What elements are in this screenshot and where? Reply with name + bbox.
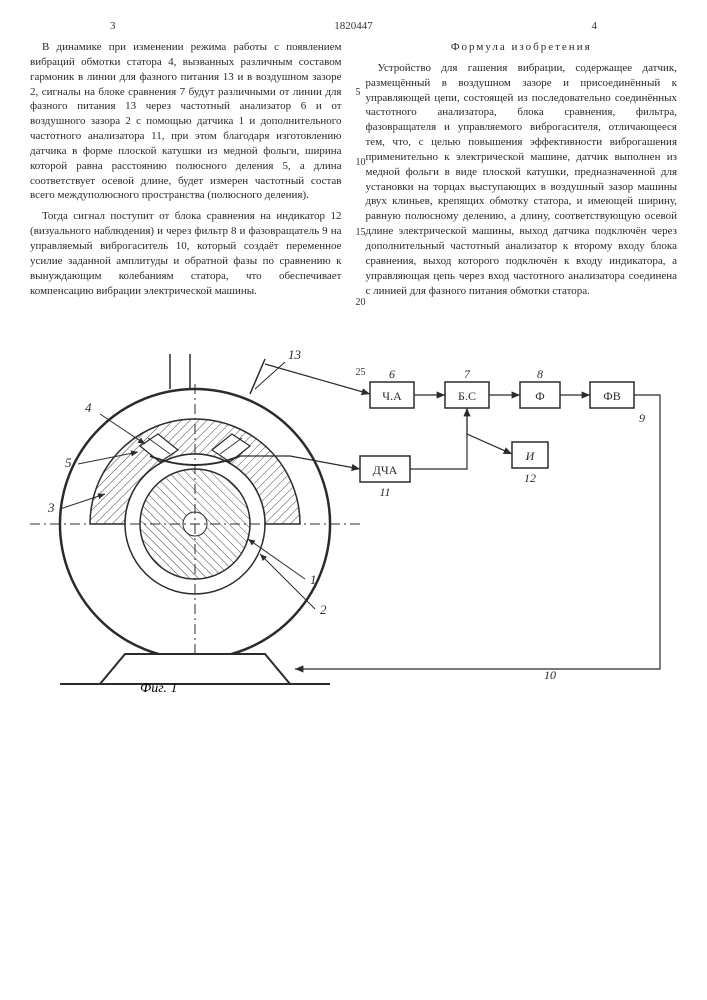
ln20: 20 <box>356 296 366 310</box>
label-11: 11 <box>379 485 390 499</box>
label-10: 10 <box>544 668 556 682</box>
left-p2: Тогда сигнал поступит от блока сравнения… <box>30 209 342 298</box>
block-fv: ФВ <box>603 389 620 403</box>
doc-number: 1820447 <box>0 20 707 32</box>
label-7: 7 <box>464 367 471 381</box>
right-p1: Устройство для гашения вибрации, содержа… <box>366 61 678 299</box>
block-i: И <box>525 449 536 463</box>
figure-svg: 4 5 3 13 1 2 Ч.А 6 <box>30 334 677 694</box>
label-1: 1 <box>310 572 317 587</box>
left-column: В динамике при изменении режима работы с… <box>30 40 342 304</box>
ln5: 5 <box>356 86 361 100</box>
label-9: 9 <box>639 411 645 425</box>
figure-caption: Фиг. 1 <box>140 681 178 694</box>
block-f: Ф <box>535 389 544 403</box>
block-cha: Ч.А <box>382 389 402 403</box>
label-4: 4 <box>85 400 92 415</box>
formula-title: Формула изобретения <box>366 40 678 55</box>
ln15: 15 <box>356 226 366 240</box>
text-columns: В динамике при изменении режима работы с… <box>30 40 677 304</box>
label-2: 2 <box>320 602 327 617</box>
label-5: 5 <box>65 455 72 470</box>
right-column: Формула изобретения Устройство для гашен… <box>366 40 678 304</box>
label-12: 12 <box>524 471 536 485</box>
label-13: 13 <box>288 347 302 362</box>
left-p1: В динамике при изменении режима работы с… <box>30 40 342 203</box>
block-bs: Б.С <box>458 389 476 403</box>
machine <box>30 354 360 684</box>
page: 1820447 3 4 В динамике при изменении реж… <box>0 0 707 1000</box>
label-3: 3 <box>47 500 55 515</box>
label-8: 8 <box>537 367 543 381</box>
figure-1: 4 5 3 13 1 2 Ч.А 6 <box>30 334 677 694</box>
block-dcha: ДЧА <box>373 463 398 477</box>
ln10: 10 <box>356 156 366 170</box>
label-6: 6 <box>389 367 395 381</box>
